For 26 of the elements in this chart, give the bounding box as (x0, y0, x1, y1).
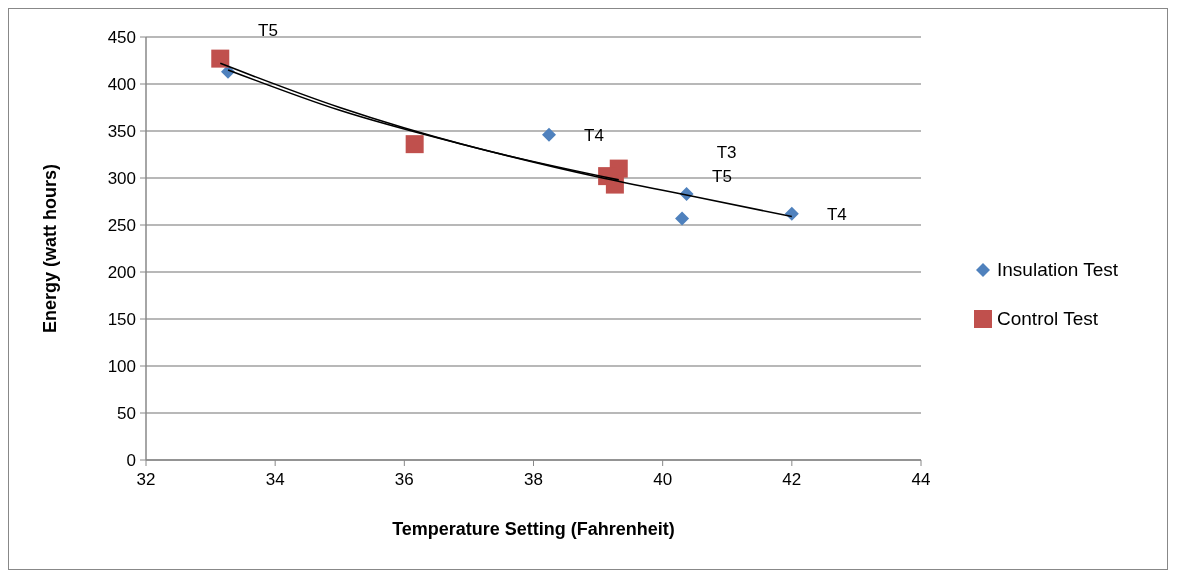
y-tick-label: 300 (107, 169, 136, 188)
x-axis-title: Temperature Setting (Fahrenheit) (392, 519, 675, 539)
y-tick-label: 0 (126, 451, 136, 470)
y-tick-label: 100 (107, 357, 136, 376)
x-tick-label: 38 (524, 470, 543, 489)
y-axis-title: Energy (watt hours) (40, 163, 60, 334)
y-tick-label: 450 (107, 28, 136, 47)
x-tick-label: 42 (782, 470, 802, 489)
annotation: T3 (716, 142, 737, 162)
y-tick-label: 50 (117, 404, 136, 423)
y-tick-label: 200 (107, 263, 136, 282)
annotation: T4 (826, 204, 847, 224)
x-tick-label: 32 (136, 470, 156, 489)
y-tick-label: 250 (107, 216, 136, 235)
annotation: T5 (712, 167, 732, 187)
x-tick-label: 36 (394, 470, 414, 489)
y-tick-label: 400 (107, 75, 136, 94)
y-tick-label: 350 (107, 122, 136, 141)
annotation: T4 (584, 125, 604, 145)
y-tick-label: 150 (107, 310, 136, 329)
annotation: T5 (258, 20, 278, 40)
x-tick-label: 44 (911, 470, 931, 489)
legend-label: Control Test (997, 308, 1099, 329)
legend-label: Insulation Test (997, 259, 1119, 280)
x-tick-label: 34 (265, 470, 285, 489)
x-tick-label: 40 (653, 470, 673, 489)
